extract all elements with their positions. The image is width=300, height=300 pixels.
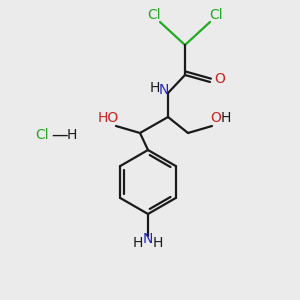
Text: O: O: [214, 72, 225, 86]
Text: Cl: Cl: [209, 8, 223, 22]
Text: —: —: [52, 126, 68, 144]
Text: Cl: Cl: [35, 128, 49, 142]
Text: H: H: [221, 111, 231, 125]
Text: H: H: [153, 236, 163, 250]
Text: Cl: Cl: [147, 8, 161, 22]
Text: H: H: [150, 81, 160, 95]
Text: H: H: [133, 236, 143, 250]
Text: HO: HO: [98, 111, 118, 125]
Text: H: H: [67, 128, 77, 142]
Text: O: O: [211, 111, 221, 125]
Text: N: N: [159, 83, 169, 97]
Text: N: N: [143, 232, 153, 246]
